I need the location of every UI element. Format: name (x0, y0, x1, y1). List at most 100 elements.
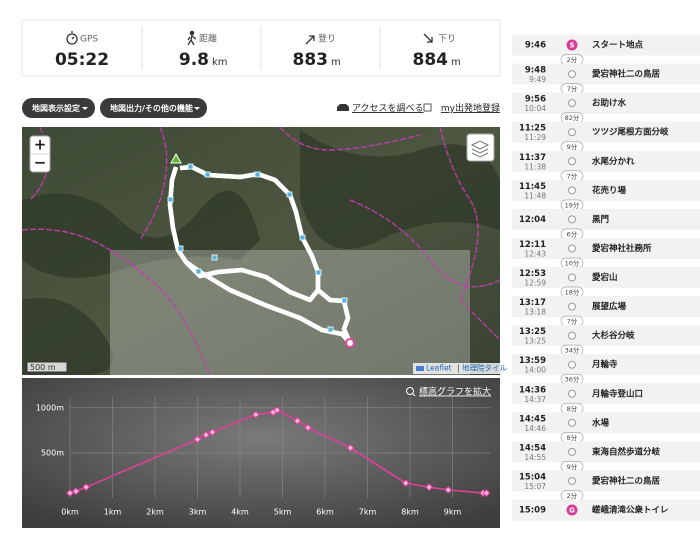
attribution-sep: | (457, 364, 460, 373)
layer-icon (470, 140, 490, 158)
duration: 19分 (565, 200, 580, 209)
depart-time: 13:25 (524, 337, 546, 346)
stop-dot (568, 360, 576, 369)
stop-name[interactable]: 愛宕神社社務所 (592, 243, 652, 254)
button-label[interactable]: 地図表示設定 (32, 103, 80, 113)
depart-time: 10:04 (524, 104, 546, 113)
stop-name[interactable]: 水尾分かれ (591, 156, 635, 167)
map[interactable]: + − 500 m Leaflet | 地理院タイル (21, 126, 507, 376)
stop-name[interactable]: ツツジ尾根方面分岐 (592, 127, 669, 138)
stat-unit: m (331, 57, 341, 68)
attribution-leaflet[interactable]: Leaflet (426, 364, 452, 373)
stop-row (512, 208, 700, 230)
arrive-time: 9:56 (525, 95, 546, 105)
arrive-time: 12:04 (519, 215, 546, 225)
flag-icon (416, 366, 424, 371)
stop-name[interactable]: 愛宕山 (592, 272, 618, 283)
stop-row (512, 499, 700, 521)
stop-name[interactable]: 東海自然歩道分岐 (592, 446, 661, 457)
stop-row (512, 383, 700, 405)
stop-row (512, 441, 700, 463)
duration: 34分 (565, 346, 580, 355)
duration: 9分 (567, 462, 578, 471)
y-tick-label: 500m (41, 448, 64, 457)
access-link[interactable]: アクセスを調べる (352, 102, 424, 114)
arrive-time: 9:48 (525, 66, 546, 76)
stop-name[interactable]: 大杉谷分岐 (592, 330, 635, 341)
stop-row (512, 325, 700, 347)
attribution-bg (413, 363, 500, 374)
y-tick-label: 1000m (36, 403, 64, 412)
depart-time: 11:38 (524, 162, 546, 171)
stop-row (512, 179, 700, 201)
stop-name[interactable]: 花売り場 (592, 185, 627, 196)
stat-value: 05:22 (55, 50, 109, 70)
stop-row (512, 121, 700, 143)
x-tick-label: 6km (316, 508, 334, 517)
duration: 7分 (567, 317, 578, 326)
stop-name[interactable]: 黒門 (592, 214, 609, 225)
car-icon (337, 104, 349, 111)
stat-label: 距離 (199, 33, 217, 45)
scale-label: 500 m (30, 363, 56, 372)
duration: 7分 (567, 171, 578, 180)
start-register-link[interactable]: my出発地登録 (441, 102, 500, 114)
elevation-point (82, 483, 91, 492)
elevation-point (208, 428, 217, 437)
stop-dot (568, 447, 576, 456)
stop-dot (568, 70, 576, 79)
stop-dot (568, 157, 576, 166)
zoom-in[interactable]: + (34, 136, 47, 154)
stop-name[interactable]: 水場 (591, 417, 610, 428)
dropdown-button[interactable] (22, 98, 95, 118)
duration: 8分 (567, 404, 578, 413)
attribution-tiles[interactable]: 地理院タイル (462, 363, 507, 373)
arrive-time: 11:37 (519, 153, 546, 163)
button-label[interactable]: 地図出力/その他の機能 (110, 103, 193, 113)
elevation-point (304, 423, 312, 432)
stop-name[interactable]: 展望広場 (591, 301, 627, 312)
dropdown-button[interactable] (100, 98, 207, 118)
duration: 7分 (567, 84, 578, 93)
duration: 2分 (567, 55, 578, 64)
zoom-out[interactable]: − (34, 154, 47, 172)
start-marker (170, 152, 182, 164)
x-tick-label: 9km (444, 508, 462, 517)
stat-icons (66, 30, 433, 46)
stop-name[interactable]: 月輪寺登山口 (591, 388, 643, 399)
depart-time: 14:55 (524, 453, 546, 462)
arrive-time: 14:45 (519, 414, 546, 424)
duration: 8分 (567, 433, 578, 442)
caret (82, 107, 88, 110)
stop-name[interactable]: スタート地点 (592, 40, 644, 51)
duration: 82分 (565, 113, 580, 122)
depart-time: 12:43 (524, 249, 546, 258)
arrive-time: 11:45 (519, 182, 546, 192)
elevation-point (202, 430, 210, 439)
stop-name[interactable]: 嵯峨清滝公衆トイレ (592, 505, 669, 516)
stop-name[interactable]: 愛宕神社二の鳥居 (592, 475, 661, 486)
depart-time: 15:07 (524, 482, 546, 491)
x-tick-label: 7km (359, 508, 377, 517)
stop-name[interactable]: 月輪寺 (591, 359, 618, 370)
arrive-time: 13:25 (519, 327, 546, 337)
stat-label: 登り (318, 34, 336, 45)
stat-unit: km (212, 57, 228, 68)
arrive-time: 13:17 (519, 298, 546, 308)
x-tick-label: 3km (189, 508, 207, 517)
badge (566, 39, 578, 51)
depart-time: 11:29 (524, 133, 546, 142)
stop-name[interactable]: お助け水 (592, 98, 627, 109)
arrive-time: 15:09 (519, 506, 546, 516)
x-tick-label: 4km (231, 508, 249, 517)
duration: 10分 (565, 258, 580, 267)
duration: 36分 (565, 375, 580, 384)
stop-row (512, 63, 700, 85)
duration: 6分 (567, 229, 578, 238)
expand-link[interactable]: 標高グラフを拡大 (419, 386, 491, 398)
stop-name[interactable]: 愛宕神社二の鳥居 (592, 69, 661, 80)
depart-time: 12:59 (524, 279, 546, 288)
stop-dot (568, 99, 576, 108)
